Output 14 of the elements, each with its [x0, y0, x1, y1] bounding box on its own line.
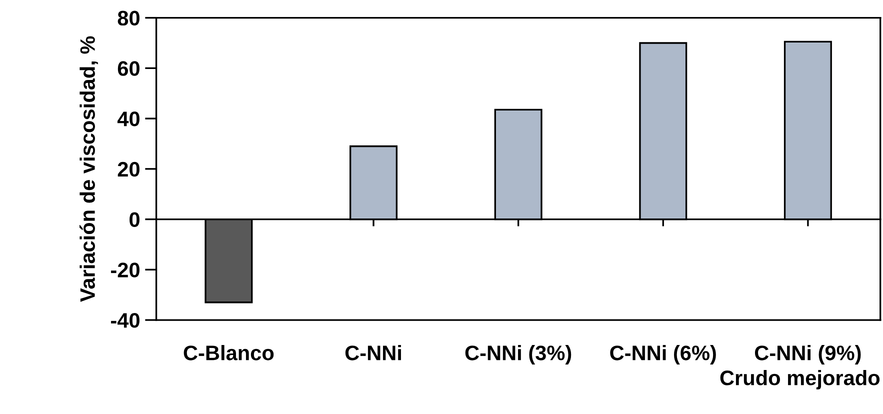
y-tick-label: 60 [118, 61, 140, 76]
y-axis-title: Variación de viscosidad, % [79, 36, 98, 302]
x-axis-title: Crudo mejorado [720, 370, 880, 390]
y-tick-label: 0 [130, 212, 140, 228]
x-tick-label: C-Blanco [184, 345, 274, 360]
y-tick-label: 40 [117, 112, 140, 126]
x-tick-label: C-NNi (3%) [465, 345, 572, 364]
y-tick-label: -40 [111, 313, 140, 328]
y-tick-label: 80 [118, 10, 140, 26]
x-tick-label: C-NNi (9%) [754, 345, 861, 364]
x-tick-label: C-NNi (6%) [610, 345, 716, 364]
x-tick-label: C-NNi [345, 345, 401, 360]
y-tick-label: 20 [118, 162, 140, 177]
y-tick-label: -20 [111, 262, 140, 278]
